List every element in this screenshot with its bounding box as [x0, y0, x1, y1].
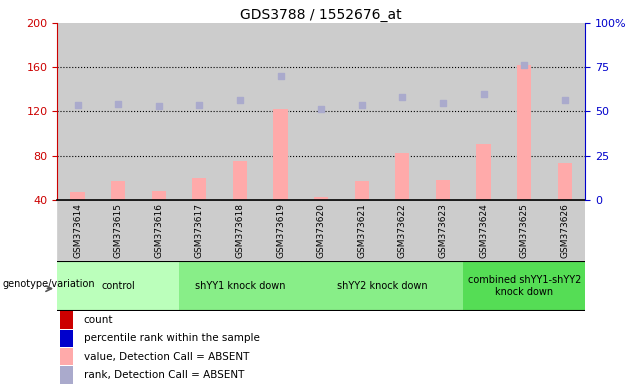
Bar [139, 200, 179, 269]
Bar [192, 178, 207, 200]
Bar [151, 191, 166, 200]
Bar [111, 181, 125, 200]
Bar [57, 200, 98, 269]
Text: value, Detection Call = ABSENT: value, Detection Call = ABSENT [84, 352, 249, 362]
Bar [504, 23, 544, 200]
Text: percentile rank within the sample: percentile rank within the sample [84, 333, 259, 343]
Bar [504, 200, 544, 269]
Bar [219, 23, 260, 200]
Bar [301, 23, 342, 200]
Bar [396, 153, 410, 200]
Bar [382, 23, 423, 200]
Text: GSM373621: GSM373621 [357, 203, 366, 258]
Bar [60, 329, 73, 347]
Text: control: control [101, 281, 135, 291]
Text: GSM373617: GSM373617 [195, 203, 204, 258]
Bar [423, 200, 463, 269]
Bar [57, 262, 179, 310]
Text: GSM373614: GSM373614 [73, 203, 82, 258]
Point [438, 99, 448, 106]
Bar [423, 23, 463, 200]
Point [194, 102, 204, 108]
Bar [60, 366, 73, 384]
Bar [517, 65, 531, 200]
Bar [342, 200, 382, 269]
Bar [57, 23, 98, 200]
Bar [544, 23, 585, 200]
Point [357, 102, 367, 108]
Point [316, 106, 326, 112]
Point [154, 103, 164, 109]
Bar [179, 262, 301, 310]
Bar [60, 311, 73, 329]
Bar [60, 348, 73, 366]
Point [113, 101, 123, 107]
Bar [342, 23, 382, 200]
Point [73, 102, 83, 108]
Bar [179, 200, 219, 269]
Bar [98, 23, 139, 200]
Point [398, 94, 408, 100]
Text: GSM373616: GSM373616 [155, 203, 163, 258]
Bar [301, 200, 342, 269]
Bar [314, 197, 328, 200]
Bar [558, 163, 572, 200]
Point [275, 73, 286, 79]
Text: GSM373625: GSM373625 [520, 203, 529, 258]
Bar [476, 144, 491, 200]
Text: GSM373615: GSM373615 [114, 203, 123, 258]
Bar [436, 180, 450, 200]
Text: shYY1 knock down: shYY1 knock down [195, 281, 285, 291]
Bar [463, 23, 504, 200]
Text: combined shYY1-shYY2
knock down: combined shYY1-shYY2 knock down [467, 275, 581, 297]
Bar [355, 181, 369, 200]
Bar [301, 262, 463, 310]
Bar [382, 200, 423, 269]
Bar [219, 200, 260, 269]
Text: GSM373624: GSM373624 [479, 203, 488, 258]
Text: GSM373619: GSM373619 [276, 203, 285, 258]
Bar [544, 200, 585, 269]
Text: GSM373618: GSM373618 [235, 203, 244, 258]
Text: GSM373626: GSM373626 [560, 203, 569, 258]
Text: genotype/variation: genotype/variation [3, 278, 95, 289]
Text: rank, Detection Call = ABSENT: rank, Detection Call = ABSENT [84, 370, 244, 380]
Bar [139, 23, 179, 200]
Bar [463, 262, 585, 310]
Title: GDS3788 / 1552676_at: GDS3788 / 1552676_at [240, 8, 402, 22]
Bar [260, 23, 301, 200]
Text: GSM373620: GSM373620 [317, 203, 326, 258]
Bar [179, 23, 219, 200]
Point [478, 91, 488, 97]
Text: GSM373622: GSM373622 [398, 203, 407, 258]
Text: shYY2 knock down: shYY2 knock down [337, 281, 427, 291]
Bar [233, 161, 247, 200]
Bar [260, 200, 301, 269]
Point [235, 97, 245, 103]
Bar [71, 192, 85, 200]
Point [560, 97, 570, 103]
Bar [463, 200, 504, 269]
Bar [273, 109, 287, 200]
Point [519, 62, 529, 68]
Text: GSM373623: GSM373623 [438, 203, 448, 258]
Bar [98, 200, 139, 269]
Text: count: count [84, 315, 113, 325]
